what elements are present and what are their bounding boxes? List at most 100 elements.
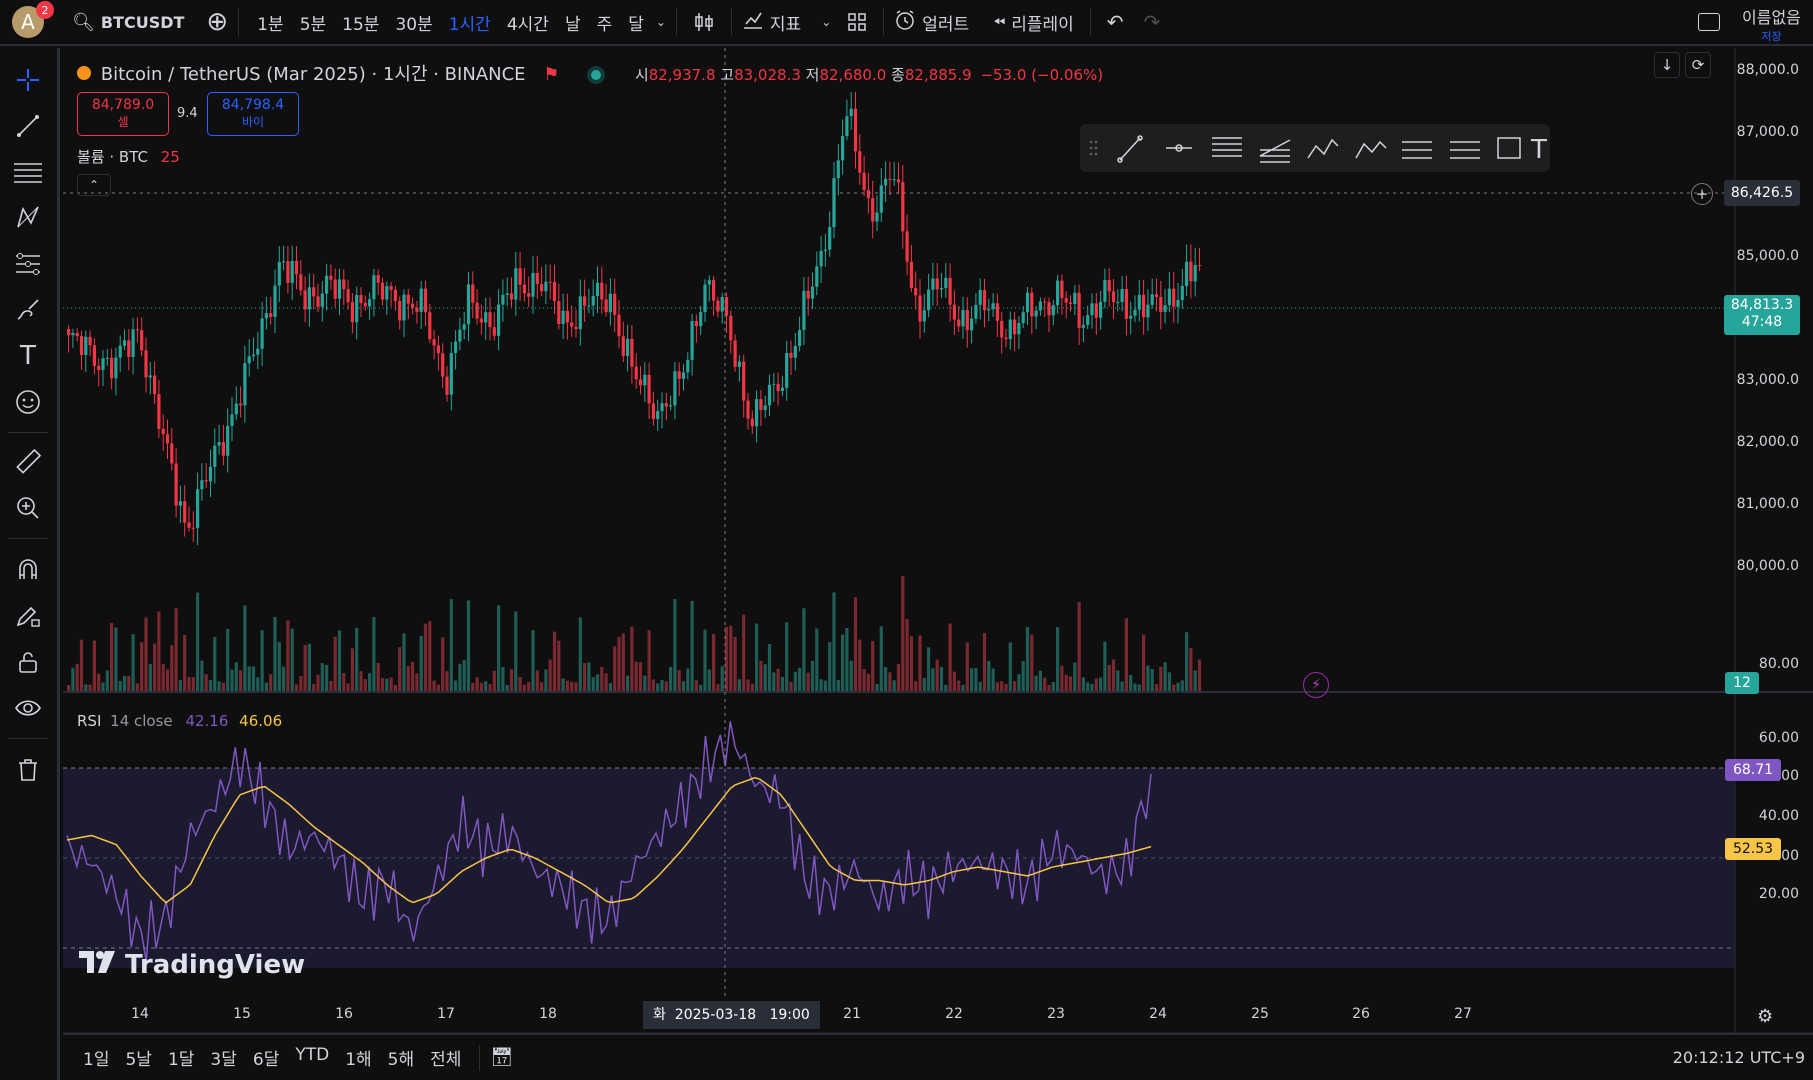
volume-bar [509, 669, 514, 691]
volume-bar [342, 673, 346, 691]
range-7[interactable]: 5해 [387, 1050, 415, 1070]
trend-line-icon[interactable] [10, 108, 46, 144]
candle [79, 336, 84, 356]
calendar-range-icon[interactable]: 📅︎ [490, 1047, 514, 1068]
volume-bar [264, 682, 268, 691]
volume-bar [380, 678, 385, 691]
range-0[interactable]: 1일 [83, 1050, 110, 1070]
text-tool-icon[interactable]: T [20, 341, 36, 371]
candle [626, 338, 630, 357]
candle [935, 278, 939, 290]
alert-button[interactable]: 얼러트 [894, 0, 969, 45]
collapse-legend-icon[interactable]: ⌃ [77, 174, 111, 196]
brush-icon[interactable] [10, 292, 46, 328]
candle [307, 287, 311, 310]
chevron-down-icon[interactable]: ⌄ [655, 15, 666, 29]
clock[interactable]: 20:12:12 UTC+9 [1672, 1048, 1805, 1067]
volume-bar [140, 642, 144, 691]
candle [965, 310, 969, 331]
range-3[interactable]: 3달 [210, 1050, 237, 1070]
volume-bar [1154, 684, 1159, 691]
magnet-icon[interactable] [10, 552, 46, 588]
interval-3[interactable]: 30분 [395, 14, 433, 35]
candle [1142, 294, 1146, 318]
candle [1163, 305, 1167, 313]
add-alert-plus-icon[interactable]: + [1691, 183, 1713, 205]
emoji-icon[interactable] [10, 384, 46, 420]
candle [247, 356, 251, 364]
candle [608, 293, 612, 313]
candle-type-icon[interactable] [693, 0, 715, 45]
user-avatar[interactable]: A 2 [12, 0, 54, 45]
candle [518, 268, 522, 285]
pattern-icon[interactable] [10, 200, 46, 236]
candle [303, 290, 307, 310]
eye-icon[interactable] [10, 690, 46, 726]
interval-0[interactable]: 1분 [257, 14, 284, 35]
range-4[interactable]: 6달 [252, 1050, 280, 1070]
interval-1[interactable]: 5분 [299, 14, 327, 35]
candle [122, 340, 127, 346]
fib-icon[interactable] [10, 246, 46, 282]
download-icon[interactable]: ↓ [1654, 52, 1680, 78]
range-8[interactable]: 전체 [430, 1050, 462, 1070]
interval-4[interactable]: 1시간 [448, 14, 491, 35]
crosshair-icon[interactable] [10, 62, 46, 98]
interval-7[interactable]: 주 [596, 14, 613, 35]
chevron-down-icon[interactable]: ⌄ [821, 15, 832, 29]
candle [733, 340, 737, 367]
lock-icon[interactable] [10, 644, 46, 680]
candle [742, 361, 746, 401]
volume-bar [165, 669, 170, 691]
candle [286, 261, 290, 283]
volume-bar [135, 683, 139, 691]
layout-name[interactable]: 이름없음 저장 [1742, 4, 1801, 44]
horizontal-lines-icon[interactable] [10, 154, 46, 190]
range-5[interactable]: YTD [295, 1045, 330, 1065]
interval-2[interactable]: 15분 [342, 14, 380, 35]
fullscreen-icon[interactable] [1698, 0, 1720, 45]
chart-canvas[interactable] [63, 48, 1813, 1033]
range-2[interactable]: 1달 [167, 1050, 195, 1070]
volume-bar [1051, 681, 1055, 691]
candle [716, 300, 720, 312]
indicators-button[interactable]: 지표 [742, 0, 801, 45]
candle [346, 289, 350, 303]
chart-area[interactable]: Bitcoin / TetherUS (Mar 2025) · 1시간 · BI… [63, 48, 1813, 1080]
redo-icon[interactable]: ↷ [1143, 10, 1161, 34]
interval-5[interactable]: 4시간 [506, 14, 549, 35]
replay-button[interactable]: ⏪︎ 리플레이 [993, 0, 1074, 45]
symbol-search[interactable]: 🔍︎ BTCUSDT [72, 0, 184, 45]
candle [707, 280, 711, 285]
volume-bar [944, 684, 948, 691]
volume-bar [118, 681, 122, 691]
pencil-lock-icon[interactable] [10, 598, 46, 634]
volume-bar [965, 642, 969, 691]
candle [772, 383, 776, 385]
ruler-icon[interactable] [10, 444, 46, 480]
volume-bar [1129, 674, 1133, 691]
candle [1176, 300, 1180, 307]
volume-bar [488, 684, 492, 691]
undo-icon[interactable]: ↶ [1106, 10, 1124, 34]
volume-bar [862, 669, 866, 691]
interval-8[interactable]: 달 [628, 14, 644, 35]
flag-icon[interactable]: ⚑ [543, 64, 560, 85]
candle [948, 277, 952, 305]
zoom-in-icon[interactable] [10, 490, 46, 526]
refresh-icon[interactable]: ⟳ [1685, 52, 1711, 78]
range-6[interactable]: 1해 [345, 1050, 372, 1070]
sell-button[interactable]: 84,789.0 셀 [77, 92, 169, 136]
buy-button[interactable]: 84,798.4 바이 [207, 92, 299, 136]
add-symbol-icon[interactable]: ⊕ [206, 7, 229, 37]
layout-grid-icon[interactable] [847, 0, 867, 45]
tradingview-watermark[interactable]: TradingView [79, 950, 305, 980]
settings-gear-icon[interactable]: ⚙ [1757, 1006, 1774, 1027]
trash-icon[interactable] [10, 752, 46, 788]
text-tool-icon[interactable] [1483, 124, 1531, 172]
range-1[interactable]: 5날 [125, 1050, 152, 1070]
interval-6[interactable]: 날 [564, 14, 581, 35]
candle [896, 179, 901, 183]
lightning-icon[interactable]: ⚡︎ [1303, 672, 1329, 698]
volume-tag: 12 [1725, 672, 1759, 694]
